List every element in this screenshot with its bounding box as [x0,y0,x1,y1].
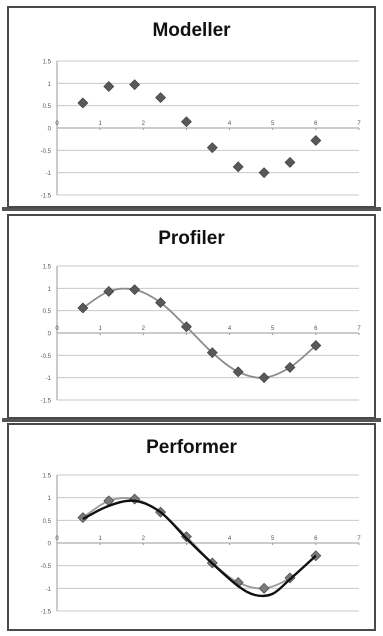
y-tick-label: 0 [48,542,52,548]
x-tick-label: 1 [98,326,102,332]
data-point [284,361,296,373]
y-tick-label: -0.5 [41,354,52,360]
y-tick-label: 1.5 [43,474,52,480]
chart-panel-profiler: Profiler 1.510.50-0.5-1-1.501234567 [7,214,376,419]
chart-panel-performer: Performer 1.510.50-0.5-1-1.501234567 [7,423,376,631]
x-tick-label: 6 [314,536,318,542]
data-point [77,97,89,109]
x-tick-label: 5 [271,326,275,332]
data-point [206,347,218,359]
data-point [232,366,244,378]
series-line [82,287,317,379]
data-point [206,142,218,154]
x-tick-label: 5 [271,121,275,127]
x-tick-label: 4 [228,121,232,127]
x-tick-label: 7 [357,326,361,332]
data-point [103,81,115,92]
y-tick-label: 0 [48,127,52,133]
chart-title: Profiler [158,228,225,249]
data-point [284,156,296,168]
data-point [155,297,166,309]
x-tick-label: 7 [357,536,361,542]
y-tick-label: -1.5 [41,610,52,616]
data-point [181,321,192,333]
y-tick-label: 0 [48,332,52,338]
x-tick-label: 4 [228,326,232,332]
data-point [77,302,89,314]
y-tick-label: 0.5 [43,309,52,315]
x-tick-label: 5 [271,536,275,542]
y-tick-label: -1.5 [41,194,52,200]
data-point [258,167,270,179]
x-tick-label: 2 [142,326,146,332]
x-tick-label: 2 [142,121,146,127]
x-tick-label: 2 [142,536,146,542]
data-point [129,79,141,91]
data-point [155,92,166,104]
x-tick-label: 6 [314,326,318,332]
x-tick-label: 0 [55,536,59,542]
y-tick-label: 1 [48,496,52,502]
y-tick-label: -1 [46,587,52,593]
data-point [258,582,270,594]
y-tick-label: -0.5 [41,149,52,155]
y-tick-label: -0.5 [41,564,52,570]
y-tick-label: -1 [46,171,52,177]
x-tick-label: 0 [55,121,59,127]
chart-title: Performer [146,437,237,458]
chart-plot: 1.510.50-0.5-1-1.501234567 [41,265,362,405]
y-tick-label: 1 [48,82,52,88]
y-tick-label: 0.5 [43,104,52,110]
data-point [103,286,115,297]
data-point [181,116,192,128]
x-tick-label: 1 [98,536,102,542]
y-tick-label: -1 [46,376,52,382]
x-tick-label: 1 [98,121,102,127]
x-tick-label: 0 [55,326,59,332]
panel-divider [2,418,381,422]
chart-title: Modeller [152,20,231,41]
data-point [258,372,270,384]
panel-divider [2,207,381,211]
y-tick-label: 0.5 [43,519,52,525]
y-tick-label: 1.5 [43,60,52,66]
data-point [310,340,322,351]
y-tick-label: 1.5 [43,265,52,271]
data-point [129,284,141,296]
data-point [232,161,244,173]
y-tick-label: 1 [48,287,52,293]
chart-plot: 1.510.50-0.5-1-1.501234567 [41,474,362,616]
x-tick-label: 4 [228,536,232,542]
chart-plot: 1.510.50-0.5-1-1.501234567 [41,60,362,200]
chart-panel-modeller: Modeller 1.510.50-0.5-1-1.501234567 [7,6,376,208]
data-point [310,135,322,146]
series-line [82,499,317,598]
y-tick-label: -1.5 [41,399,52,405]
x-tick-label: 7 [357,121,361,127]
x-tick-label: 6 [314,121,318,127]
